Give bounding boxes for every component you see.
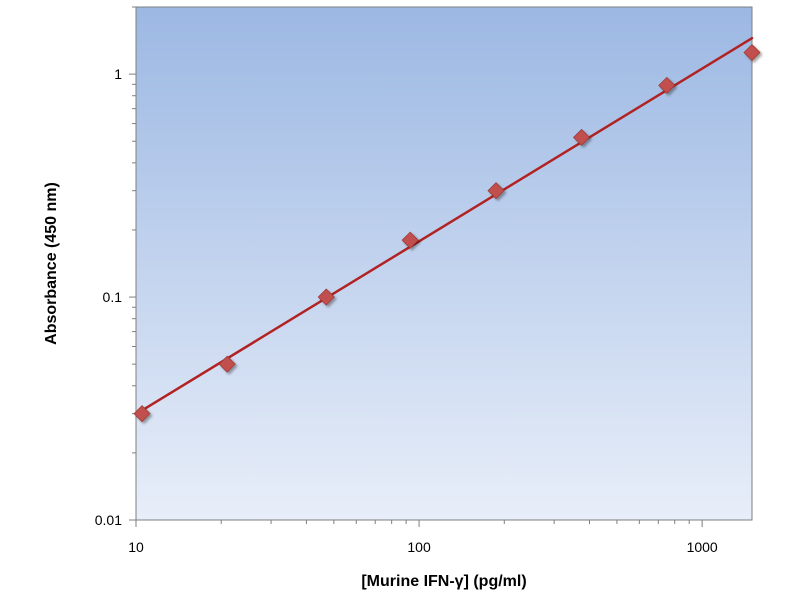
data-point-marker (487, 182, 505, 200)
x-axis-ticks: 10 100 1000 (128, 520, 718, 555)
data-point-marker (218, 355, 236, 373)
fit-line-group (140, 36, 754, 412)
y-tick-label: 1 (114, 66, 122, 82)
x-tick-label: 10 (128, 539, 144, 555)
data-points (133, 43, 761, 423)
y-axis-ticks: 0.01 0.1 1 (95, 6, 136, 528)
x-axis-title: [Murine IFN-γ] (pg/ml) (361, 573, 526, 590)
plot-area (135, 6, 753, 521)
data-point-marker (401, 231, 419, 249)
x-tick-label: 1000 (687, 539, 718, 555)
data-point-marker (658, 76, 676, 94)
data-point-marker (317, 288, 335, 306)
data-point-marker (133, 405, 151, 423)
data-point-marker (573, 128, 591, 146)
fit-line (140, 36, 754, 412)
y-axis-title: Absorbance (450 nm) (43, 182, 60, 345)
y-tick-label: 0.01 (95, 512, 122, 528)
x-tick-label: 100 (407, 539, 431, 555)
data-point-marker (743, 43, 761, 62)
y-tick-label: 0.1 (103, 289, 123, 305)
